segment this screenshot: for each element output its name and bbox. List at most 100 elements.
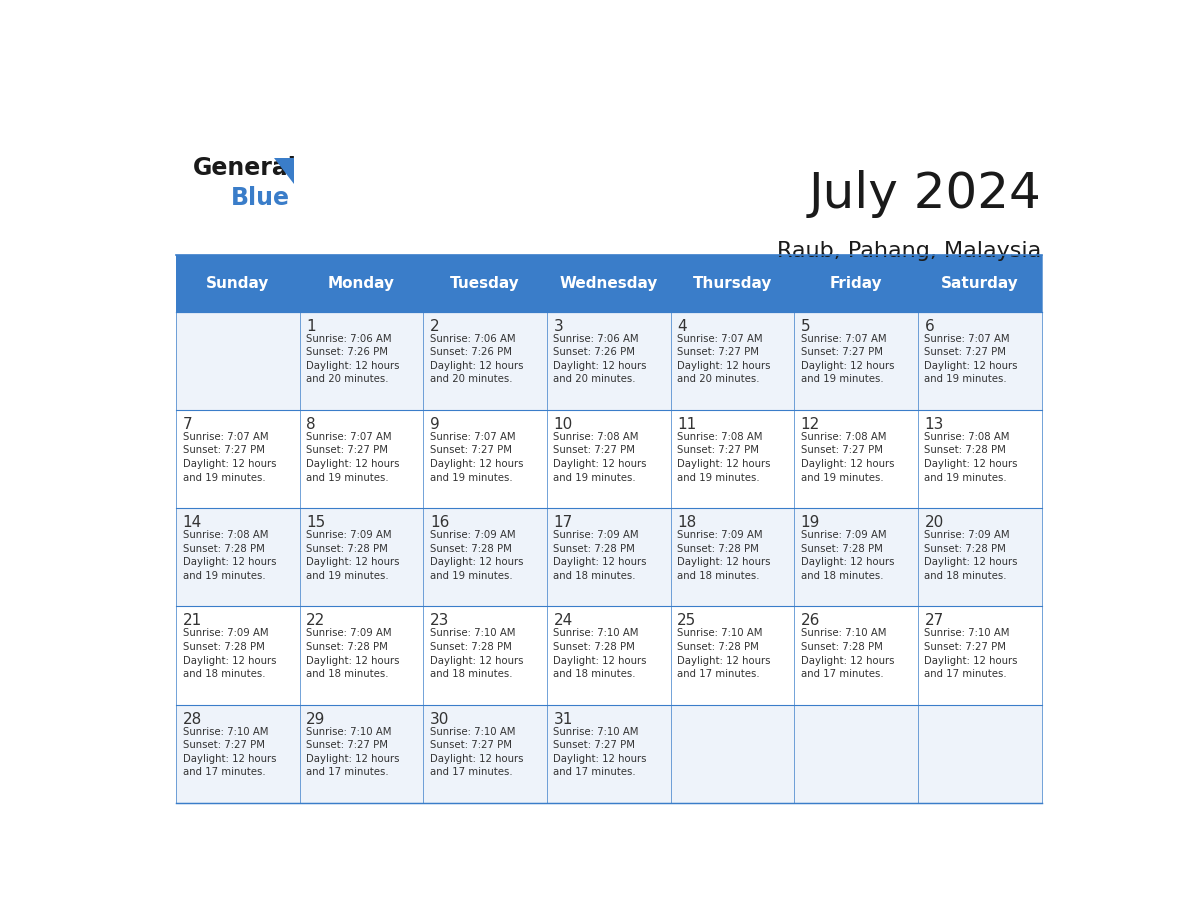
Text: 16: 16 — [430, 515, 449, 531]
Bar — [423, 312, 546, 410]
Bar — [918, 312, 1042, 410]
Bar — [671, 410, 795, 509]
Text: Sunrise: 7:09 AM
Sunset: 7:28 PM
Daylight: 12 hours
and 19 minutes.: Sunrise: 7:09 AM Sunset: 7:28 PM Dayligh… — [430, 530, 524, 581]
Bar — [918, 705, 1042, 803]
Bar — [795, 705, 918, 803]
Text: Sunrise: 7:10 AM
Sunset: 7:27 PM
Daylight: 12 hours
and 17 minutes.: Sunrise: 7:10 AM Sunset: 7:27 PM Dayligh… — [554, 726, 647, 778]
Bar — [423, 509, 546, 607]
Text: Sunrise: 7:07 AM
Sunset: 7:27 PM
Daylight: 12 hours
and 19 minutes.: Sunrise: 7:07 AM Sunset: 7:27 PM Dayligh… — [801, 333, 895, 385]
Text: 25: 25 — [677, 613, 696, 629]
Bar — [795, 607, 918, 705]
Bar — [546, 607, 671, 705]
Text: Sunrise: 7:06 AM
Sunset: 7:26 PM
Daylight: 12 hours
and 20 minutes.: Sunrise: 7:06 AM Sunset: 7:26 PM Dayligh… — [554, 333, 647, 385]
Bar — [918, 607, 1042, 705]
Text: July 2024: July 2024 — [809, 170, 1042, 218]
Text: 18: 18 — [677, 515, 696, 531]
Text: Sunrise: 7:10 AM
Sunset: 7:28 PM
Daylight: 12 hours
and 17 minutes.: Sunrise: 7:10 AM Sunset: 7:28 PM Dayligh… — [677, 628, 771, 679]
Bar — [423, 410, 546, 509]
Text: Sunrise: 7:09 AM
Sunset: 7:28 PM
Daylight: 12 hours
and 18 minutes.: Sunrise: 7:09 AM Sunset: 7:28 PM Dayligh… — [183, 628, 276, 679]
Bar — [546, 509, 671, 607]
Text: 19: 19 — [801, 515, 820, 531]
Bar — [176, 255, 1042, 312]
Text: Sunrise: 7:10 AM
Sunset: 7:27 PM
Daylight: 12 hours
and 17 minutes.: Sunrise: 7:10 AM Sunset: 7:27 PM Dayligh… — [183, 726, 276, 778]
Bar — [299, 410, 423, 509]
Text: 13: 13 — [924, 417, 943, 432]
Text: Sunrise: 7:09 AM
Sunset: 7:28 PM
Daylight: 12 hours
and 18 minutes.: Sunrise: 7:09 AM Sunset: 7:28 PM Dayligh… — [924, 530, 1018, 581]
Bar — [546, 705, 671, 803]
Text: 26: 26 — [801, 613, 820, 629]
Text: General: General — [192, 156, 297, 180]
Text: Sunrise: 7:06 AM
Sunset: 7:26 PM
Daylight: 12 hours
and 20 minutes.: Sunrise: 7:06 AM Sunset: 7:26 PM Dayligh… — [307, 333, 399, 385]
Text: Sunrise: 7:07 AM
Sunset: 7:27 PM
Daylight: 12 hours
and 19 minutes.: Sunrise: 7:07 AM Sunset: 7:27 PM Dayligh… — [430, 431, 524, 483]
Text: Sunrise: 7:10 AM
Sunset: 7:27 PM
Daylight: 12 hours
and 17 minutes.: Sunrise: 7:10 AM Sunset: 7:27 PM Dayligh… — [307, 726, 399, 778]
Text: 8: 8 — [307, 417, 316, 432]
Bar — [795, 410, 918, 509]
Text: 3: 3 — [554, 319, 563, 334]
Text: Sunrise: 7:07 AM
Sunset: 7:27 PM
Daylight: 12 hours
and 19 minutes.: Sunrise: 7:07 AM Sunset: 7:27 PM Dayligh… — [307, 431, 399, 483]
Text: 1: 1 — [307, 319, 316, 334]
Text: Blue: Blue — [232, 185, 290, 210]
Text: 20: 20 — [924, 515, 943, 531]
Text: Sunrise: 7:09 AM
Sunset: 7:28 PM
Daylight: 12 hours
and 18 minutes.: Sunrise: 7:09 AM Sunset: 7:28 PM Dayligh… — [677, 530, 771, 581]
Text: 23: 23 — [430, 613, 449, 629]
Text: Sunrise: 7:10 AM
Sunset: 7:28 PM
Daylight: 12 hours
and 17 minutes.: Sunrise: 7:10 AM Sunset: 7:28 PM Dayligh… — [801, 628, 895, 679]
Bar — [423, 705, 546, 803]
Text: 21: 21 — [183, 613, 202, 629]
Bar — [671, 705, 795, 803]
Text: Sunrise: 7:06 AM
Sunset: 7:26 PM
Daylight: 12 hours
and 20 minutes.: Sunrise: 7:06 AM Sunset: 7:26 PM Dayligh… — [430, 333, 524, 385]
Text: 5: 5 — [801, 319, 810, 334]
Bar — [299, 509, 423, 607]
Text: Sunrise: 7:10 AM
Sunset: 7:27 PM
Daylight: 12 hours
and 17 minutes.: Sunrise: 7:10 AM Sunset: 7:27 PM Dayligh… — [430, 726, 524, 778]
Bar — [176, 705, 299, 803]
Text: Sunrise: 7:08 AM
Sunset: 7:28 PM
Daylight: 12 hours
and 19 minutes.: Sunrise: 7:08 AM Sunset: 7:28 PM Dayligh… — [924, 431, 1018, 483]
Text: Sunrise: 7:07 AM
Sunset: 7:27 PM
Daylight: 12 hours
and 20 minutes.: Sunrise: 7:07 AM Sunset: 7:27 PM Dayligh… — [677, 333, 771, 385]
Text: 7: 7 — [183, 417, 192, 432]
Bar — [299, 312, 423, 410]
Bar — [546, 312, 671, 410]
Text: 22: 22 — [307, 613, 326, 629]
Text: Sunrise: 7:09 AM
Sunset: 7:28 PM
Daylight: 12 hours
and 18 minutes.: Sunrise: 7:09 AM Sunset: 7:28 PM Dayligh… — [307, 628, 399, 679]
Text: 12: 12 — [801, 417, 820, 432]
Bar — [918, 410, 1042, 509]
Text: Sunrise: 7:10 AM
Sunset: 7:28 PM
Daylight: 12 hours
and 18 minutes.: Sunrise: 7:10 AM Sunset: 7:28 PM Dayligh… — [554, 628, 647, 679]
Text: Thursday: Thursday — [693, 276, 772, 291]
Text: 11: 11 — [677, 417, 696, 432]
Text: 9: 9 — [430, 417, 440, 432]
Text: Sunrise: 7:08 AM
Sunset: 7:27 PM
Daylight: 12 hours
and 19 minutes.: Sunrise: 7:08 AM Sunset: 7:27 PM Dayligh… — [554, 431, 647, 483]
Text: 24: 24 — [554, 613, 573, 629]
Bar — [671, 607, 795, 705]
Text: Tuesday: Tuesday — [450, 276, 520, 291]
Bar — [918, 509, 1042, 607]
Text: 14: 14 — [183, 515, 202, 531]
Bar — [546, 410, 671, 509]
Text: Sunrise: 7:07 AM
Sunset: 7:27 PM
Daylight: 12 hours
and 19 minutes.: Sunrise: 7:07 AM Sunset: 7:27 PM Dayligh… — [924, 333, 1018, 385]
Bar — [795, 312, 918, 410]
Text: Sunrise: 7:10 AM
Sunset: 7:27 PM
Daylight: 12 hours
and 17 minutes.: Sunrise: 7:10 AM Sunset: 7:27 PM Dayligh… — [924, 628, 1018, 679]
Bar — [671, 312, 795, 410]
Text: 6: 6 — [924, 319, 934, 334]
Text: Sunrise: 7:09 AM
Sunset: 7:28 PM
Daylight: 12 hours
and 18 minutes.: Sunrise: 7:09 AM Sunset: 7:28 PM Dayligh… — [801, 530, 895, 581]
Text: Monday: Monday — [328, 276, 396, 291]
Bar — [299, 607, 423, 705]
Text: Sunrise: 7:08 AM
Sunset: 7:27 PM
Daylight: 12 hours
and 19 minutes.: Sunrise: 7:08 AM Sunset: 7:27 PM Dayligh… — [801, 431, 895, 483]
Bar — [176, 509, 299, 607]
Text: 15: 15 — [307, 515, 326, 531]
Text: 31: 31 — [554, 711, 573, 727]
Bar — [176, 312, 299, 410]
Text: Sunrise: 7:09 AM
Sunset: 7:28 PM
Daylight: 12 hours
and 18 minutes.: Sunrise: 7:09 AM Sunset: 7:28 PM Dayligh… — [554, 530, 647, 581]
Text: Friday: Friday — [829, 276, 883, 291]
Text: Sunrise: 7:09 AM
Sunset: 7:28 PM
Daylight: 12 hours
and 19 minutes.: Sunrise: 7:09 AM Sunset: 7:28 PM Dayligh… — [307, 530, 399, 581]
Bar — [671, 509, 795, 607]
Bar — [423, 607, 546, 705]
Text: Sunrise: 7:07 AM
Sunset: 7:27 PM
Daylight: 12 hours
and 19 minutes.: Sunrise: 7:07 AM Sunset: 7:27 PM Dayligh… — [183, 431, 276, 483]
Text: Sunrise: 7:08 AM
Sunset: 7:28 PM
Daylight: 12 hours
and 19 minutes.: Sunrise: 7:08 AM Sunset: 7:28 PM Dayligh… — [183, 530, 276, 581]
Text: 4: 4 — [677, 319, 687, 334]
Bar — [176, 607, 299, 705]
Text: Sunday: Sunday — [207, 276, 270, 291]
Text: 28: 28 — [183, 711, 202, 727]
Text: Saturday: Saturday — [941, 276, 1018, 291]
Text: 10: 10 — [554, 417, 573, 432]
Text: 27: 27 — [924, 613, 943, 629]
Text: 17: 17 — [554, 515, 573, 531]
Bar — [176, 410, 299, 509]
